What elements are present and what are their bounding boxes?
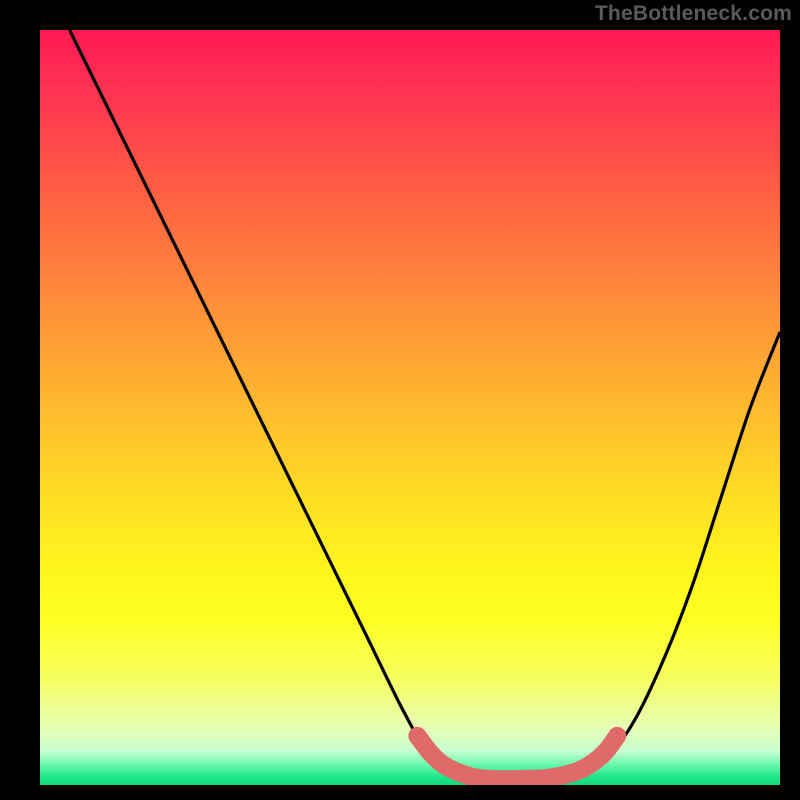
- chart-svg: [0, 0, 800, 800]
- highlight-endpoint: [408, 727, 426, 745]
- highlight-endpoint: [608, 727, 626, 745]
- chart-stage: TheBottleneck.com: [0, 0, 800, 800]
- watermark-text: TheBottleneck.com: [595, 2, 792, 26]
